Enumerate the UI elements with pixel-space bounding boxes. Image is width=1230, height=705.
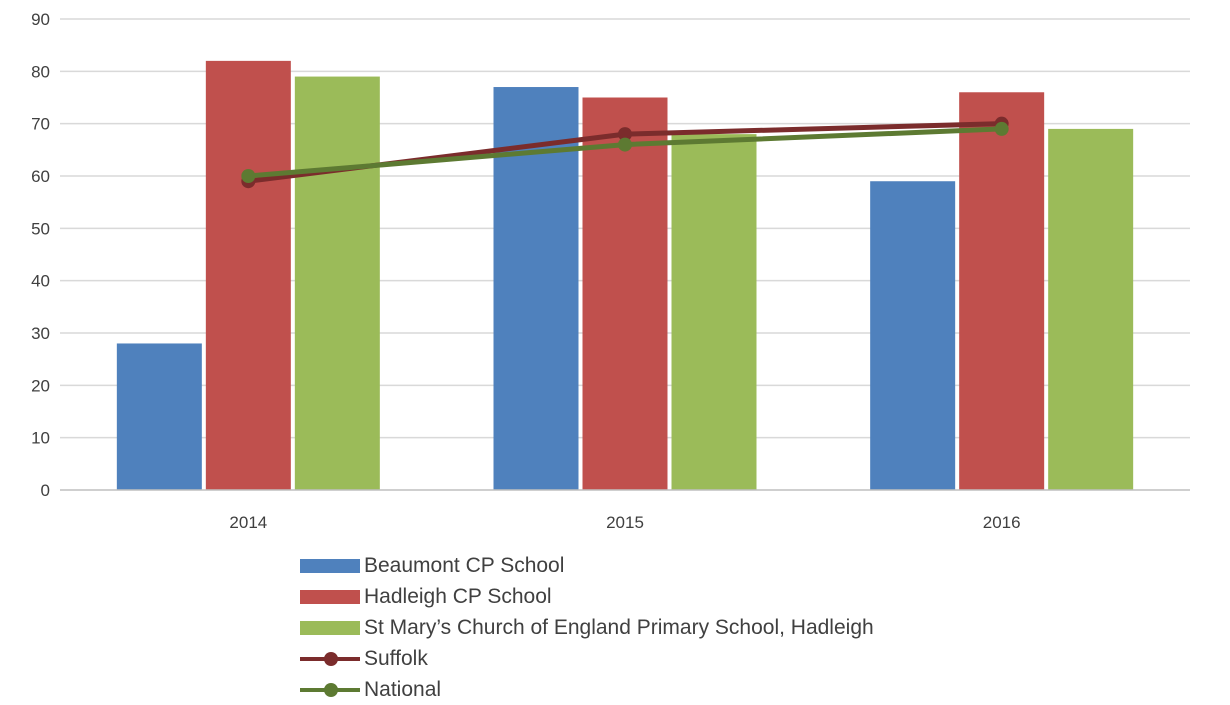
y-tick-label: 10: [31, 429, 50, 448]
y-tick-label: 20: [31, 376, 50, 395]
bars: [116, 60, 1134, 491]
legend-label-suffolk: Suffolk: [364, 646, 428, 670]
y-tick-label: 70: [31, 115, 50, 134]
line-point: [241, 169, 256, 183]
legend-item-beaumont: Beaumont CP School: [300, 550, 874, 581]
y-axis: 0 10 20 30 40 50 60 70 80 90: [31, 10, 50, 500]
legend-item-st-marys: St Mary’s Church of England Primary Scho…: [300, 612, 874, 643]
bar: [294, 76, 380, 491]
legend-swatch-national: [300, 682, 360, 697]
legend-label-national: National: [364, 677, 442, 701]
x-tick-label: 2014: [229, 513, 267, 532]
line-point: [994, 121, 1009, 136]
bar: [959, 92, 1045, 491]
legend-swatch-beaumont: [300, 558, 360, 573]
bar: [582, 97, 668, 490]
line-point: [618, 127, 632, 142]
bar: [671, 134, 757, 490]
legend-item-hadleigh: Hadleigh CP School: [300, 581, 874, 612]
legend-item-suffolk: Suffolk: [300, 643, 874, 674]
bar: [1048, 128, 1134, 490]
chart: 0 10 20 30 40 50 60 70 80 90 2014 2015 2016: [31, 10, 1190, 532]
y-tick-label: 60: [31, 167, 50, 186]
legend-item-national: National: [300, 674, 874, 705]
y-tick-label: 30: [31, 324, 50, 343]
bar: [116, 343, 202, 490]
bar: [870, 181, 956, 490]
legend: Beaumont CP School Hadleigh CP School St…: [300, 550, 874, 705]
y-tick-label: 80: [31, 62, 50, 81]
legend-swatch-hadleigh: [300, 589, 360, 604]
legend-swatch-st-marys: [300, 620, 360, 635]
x-tick-label: 2015: [606, 513, 644, 532]
legend-label-hadleigh: Hadleigh CP School: [364, 584, 552, 608]
legend-swatch-suffolk: [300, 651, 360, 666]
y-tick-label: 0: [41, 481, 50, 500]
y-tick-label: 40: [31, 272, 50, 291]
legend-label-st-marys: St Mary’s Church of England Primary Scho…: [364, 615, 874, 639]
line-point: [618, 137, 632, 152]
lines: [241, 116, 1009, 189]
y-tick-label: 50: [31, 219, 50, 238]
y-tick-label: 90: [31, 10, 50, 29]
legend-label-beaumont: Beaumont CP School: [364, 553, 565, 577]
x-axis: 2014 2015 2016: [60, 489, 1190, 532]
bar: [205, 60, 291, 490]
x-tick-label: 2016: [983, 513, 1021, 532]
